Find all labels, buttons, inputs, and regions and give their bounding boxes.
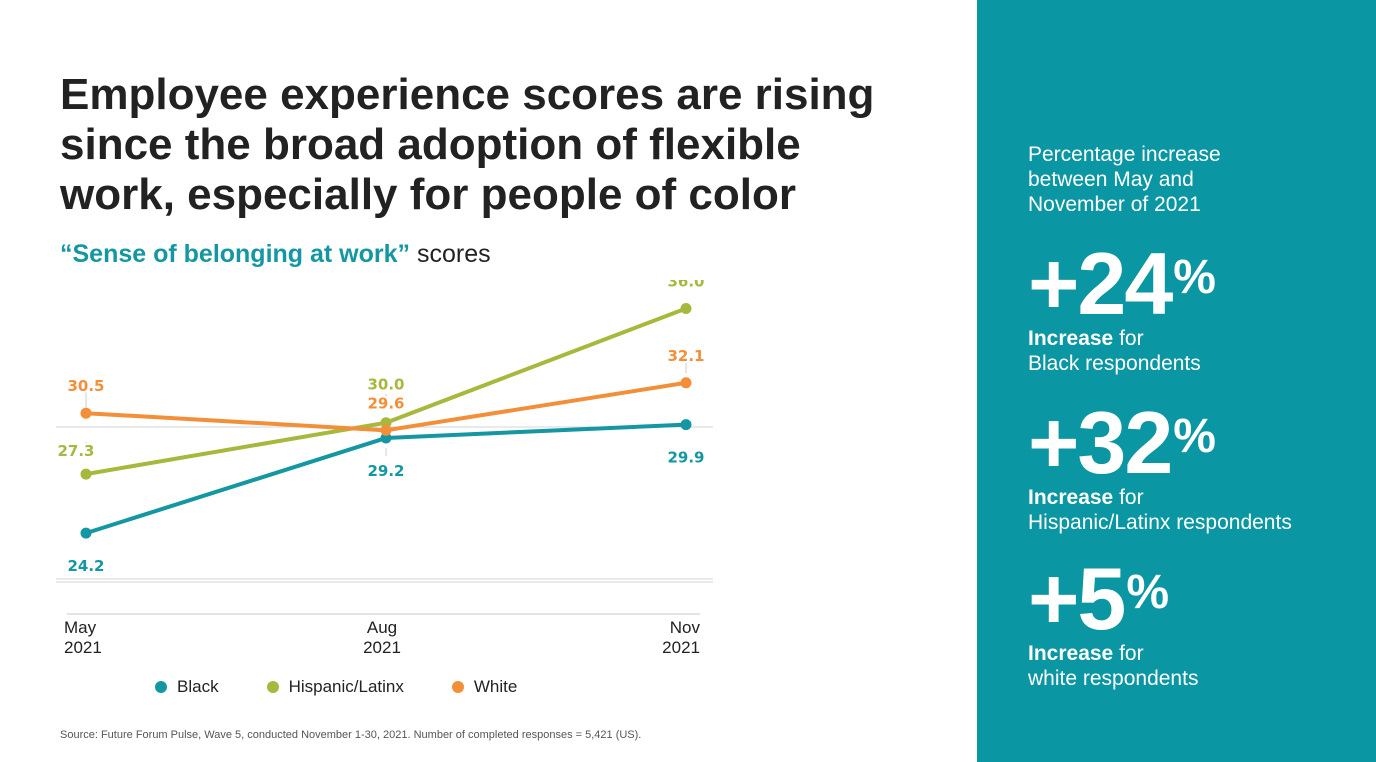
- point-hispanic-latinx-aug: [380, 417, 392, 429]
- stat-desc-white: Increase for white respondents: [1028, 641, 1373, 691]
- panel-intro-line-3: November of 2021: [1028, 193, 1201, 216]
- legend-swatch-black: [155, 681, 167, 693]
- panel-intro: Percentage increase between May and Nove…: [1028, 142, 1328, 217]
- x-tick-label-aug-year: 2021: [363, 638, 401, 657]
- title-line-3: work, especially for people of color: [60, 170, 796, 219]
- panel-intro-line-2: between May and: [1028, 168, 1194, 191]
- stat-after-white: for: [1113, 642, 1144, 665]
- legend-label-black: Black: [177, 677, 219, 696]
- data-label-white-may: 30.5: [67, 377, 104, 395]
- point-hispanic-latinx-may: [80, 468, 92, 480]
- x-tick-label-may-year: 2021: [64, 638, 102, 657]
- stat-number-hispanic-latinx: +32: [1028, 393, 1173, 492]
- subtitle-highlight: “Sense of belonging at work”: [60, 240, 411, 268]
- data-label-hispanic-latinx-aug: 30.0: [367, 376, 404, 394]
- x-tick-label-nov-year: 2021: [662, 638, 700, 657]
- line-chart: May2021Aug2021Nov202124.229.229.927.330.…: [55, 280, 713, 657]
- stat-value-white: +5%: [1028, 555, 1373, 643]
- point-black-may: [80, 527, 92, 539]
- legend-item-black: Black: [155, 677, 219, 697]
- point-white-may: [80, 407, 92, 419]
- data-label-hispanic-latinx-nov: 36.0: [667, 280, 704, 291]
- stat-unit-black: %: [1173, 251, 1216, 304]
- stat-bold-black: Increase: [1028, 327, 1114, 350]
- stat-after-black: for: [1113, 327, 1144, 350]
- x-tick-label-aug-month: Aug: [367, 618, 397, 637]
- point-black-nov: [680, 419, 692, 431]
- data-label-hispanic-latinx-may: 27.3: [57, 442, 94, 460]
- legend-swatch-white: [451, 681, 464, 693]
- data-label-black-may: 24.2: [67, 557, 104, 575]
- data-label-white-nov: 32.1: [667, 347, 704, 365]
- data-label-white-aug: 29.6: [367, 394, 404, 412]
- stat-desc-black: Increase for Black respondents: [1028, 326, 1373, 376]
- legend-label-hispanic-latinx: Hispanic/Latinx: [288, 677, 404, 696]
- stat-desc-hispanic-latinx: Increase for Hispanic/Latinx respondents: [1028, 485, 1373, 535]
- legend-item-white: White: [451, 677, 518, 697]
- source-note: Source: Future Forum Pulse, Wave 5, cond…: [60, 729, 642, 741]
- stat-hispanic-latinx: +32% Increase for Hispanic/Latinx respon…: [1028, 399, 1373, 535]
- stat-unit-hispanic-latinx: %: [1173, 410, 1216, 463]
- point-hispanic-latinx-nov: [680, 303, 692, 314]
- stat-bold-white: Increase: [1028, 642, 1114, 665]
- chart-legend: Black Hispanic/Latinx White: [155, 677, 517, 697]
- page-title: Employee experience scores are rising si…: [60, 70, 960, 220]
- x-tick-label-nov-month: Nov: [670, 618, 701, 637]
- stat-after-hispanic-latinx: for: [1113, 486, 1144, 509]
- title-line-2: since the broad adoption of flexible: [60, 120, 801, 169]
- title-line-1: Employee experience scores are rising: [60, 70, 875, 119]
- subtitle-rest: scores: [410, 240, 491, 268]
- chart-subtitle: “Sense of belonging at work” scores: [60, 240, 491, 269]
- data-label-black-nov: 29.9: [667, 449, 704, 467]
- stat-value-black: +24%: [1028, 240, 1373, 328]
- panel-intro-line-1: Percentage increase: [1028, 143, 1221, 166]
- stat-desc-line2-hispanic-latinx: Hispanic/Latinx respondents: [1028, 511, 1292, 534]
- stat-desc-line1-hispanic-latinx: Increase for: [1028, 485, 1373, 510]
- stat-black: +24% Increase for Black respondents: [1028, 240, 1373, 376]
- stat-desc-line1-black: Increase for: [1028, 326, 1373, 351]
- stat-desc-line2-black: Black respondents: [1028, 352, 1201, 375]
- point-black-aug: [380, 432, 392, 444]
- data-label-black-aug: 29.2: [367, 462, 404, 480]
- legend-swatch-hispanic-latinx: [266, 681, 279, 693]
- stat-desc-line2-white: white respondents: [1028, 667, 1199, 690]
- legend-item-hispanic-latinx: Hispanic/Latinx: [266, 677, 404, 697]
- legend-label-white: White: [473, 677, 518, 696]
- stats-panel: Percentage increase between May and Nove…: [977, 0, 1376, 762]
- stat-desc-line1-white: Increase for: [1028, 641, 1373, 666]
- stat-white: +5% Increase for white respondents: [1028, 555, 1373, 691]
- point-white-nov: [680, 377, 692, 389]
- stat-bold-hispanic-latinx: Increase: [1028, 486, 1114, 509]
- stat-number-black: +24: [1028, 234, 1173, 333]
- x-tick-label-may-month: May: [64, 618, 97, 637]
- stat-unit-white: %: [1126, 566, 1169, 619]
- stat-number-white: +5: [1028, 549, 1126, 648]
- stat-value-hispanic-latinx: +32%: [1028, 399, 1373, 487]
- point-white-aug: [380, 424, 392, 436]
